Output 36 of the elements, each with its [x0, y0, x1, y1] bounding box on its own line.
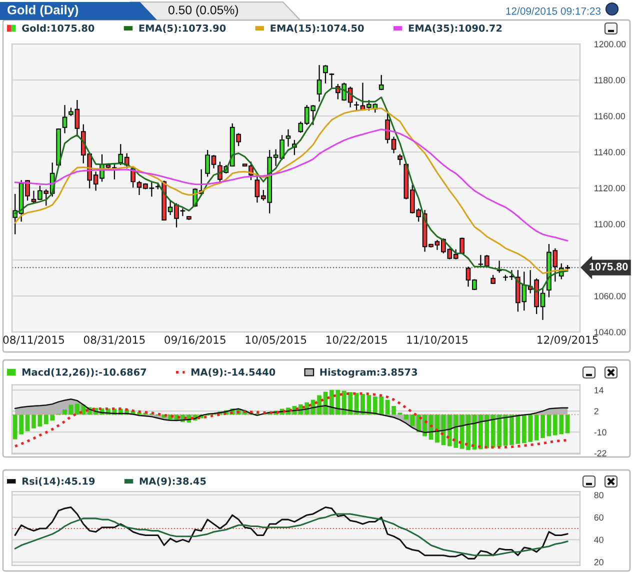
y-tick-label: 1100.00 — [594, 221, 626, 228]
y-tick-label: 1060.00 — [594, 293, 626, 300]
text: 12/09/2015 09:17:23 — [506, 7, 601, 15]
y-tick-label: 1160.00 — [594, 113, 626, 120]
legend-label: EMA(15):1074.50 — [270, 24, 364, 33]
legend-label: Rsi(14):45.19 — [22, 477, 95, 486]
legend-label: MA(9):38.45 — [140, 477, 206, 486]
legend-label: EMA(35):1090.72 — [408, 24, 502, 33]
y-tick-label: 2 — [594, 408, 598, 414]
x-tick-label: 09/16/2015 — [164, 336, 226, 345]
y-tick-label: 20 — [594, 559, 604, 566]
y-tick-label: 60 — [594, 514, 604, 521]
legend-label: Macd(12,26)):-10.6867 — [22, 368, 146, 378]
y-tick-label: -22 — [594, 450, 606, 456]
x-tick-label: 10/05/2015 — [246, 336, 306, 345]
legend-label: EMA(5):1073.90 — [139, 24, 226, 33]
chart-title: Gold (Daily) — [8, 5, 78, 17]
ref-line-label: 1075.80 — [590, 262, 628, 270]
legend-label: MA(9):-14.5440 — [191, 368, 276, 377]
x-tick-label: 12/09/2015 — [538, 336, 598, 345]
chart-subtitle: 0.50 (0.05%) — [168, 5, 238, 17]
legend-label: Gold:1075.80 — [22, 24, 94, 32]
y-tick-label: 1180.00 — [594, 77, 626, 84]
legend-label: Histogram:3.8573 — [320, 368, 418, 378]
y-tick-label: 40 — [594, 536, 604, 543]
y-tick-label: 1040.00 — [594, 329, 626, 336]
y-tick-label: 1120.00 — [594, 185, 626, 192]
x-tick-label: 08/11/2015 — [3, 336, 64, 345]
y-tick-label: -10 — [594, 429, 606, 436]
x-tick-label: 11/10/2015 — [407, 336, 468, 345]
y-tick-label: 80 — [594, 492, 604, 498]
y-tick-label: 14 — [594, 387, 604, 394]
y-tick-label: 1140.00 — [594, 149, 626, 156]
y-tick-label: 1200.00 — [594, 41, 626, 48]
x-tick-label: 10/22/2015 — [326, 336, 387, 345]
x-tick-label: 08/31/2015 — [84, 336, 145, 345]
